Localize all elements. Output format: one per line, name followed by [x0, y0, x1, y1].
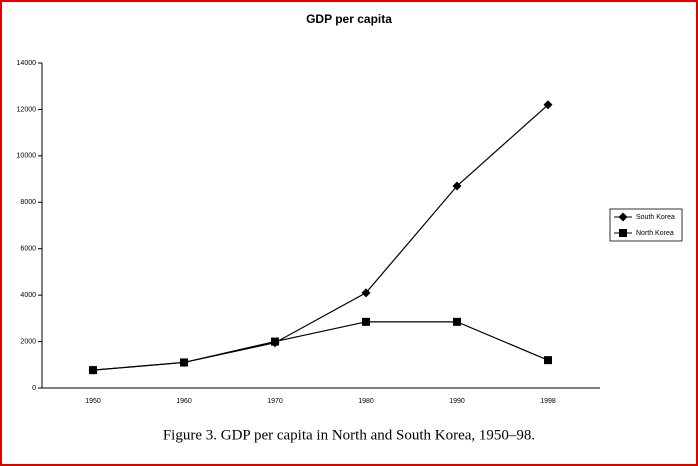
marker [89, 366, 97, 375]
legend-label: South Korea [636, 214, 675, 221]
y-tick-label: 2000 [20, 338, 36, 345]
marker [453, 317, 461, 326]
marker [362, 317, 370, 326]
marker [544, 356, 552, 365]
x-tick-label: 1980 [358, 398, 374, 405]
series-line [92, 321, 549, 371]
marker [271, 337, 279, 346]
legend-marker [619, 229, 627, 237]
x-tick-label: 1960 [176, 398, 192, 405]
y-tick-label: 0 [32, 385, 36, 392]
x-tick-label: 1950 [85, 398, 101, 405]
y-tick-label: 6000 [20, 246, 36, 253]
marker [180, 358, 188, 367]
x-tick-label: 1990 [449, 398, 465, 405]
legend-marker [618, 212, 628, 222]
caption: Figure 3. GDP per capita in North and So… [163, 427, 535, 443]
y-tick-label: 10000 [17, 153, 37, 160]
x-tick-label: 1998 [540, 398, 556, 405]
legend-label: North Korea [636, 230, 674, 237]
chart-title: GDP per capita [306, 12, 392, 26]
marker [361, 288, 371, 298]
y-tick-label: 14000 [17, 60, 37, 67]
y-tick-label: 8000 [20, 199, 36, 206]
y-tick-label: 12000 [17, 106, 37, 113]
y-tick-label: 4000 [20, 292, 36, 299]
x-tick-label: 1970 [267, 398, 283, 405]
marker [543, 100, 553, 110]
marker [452, 181, 462, 191]
